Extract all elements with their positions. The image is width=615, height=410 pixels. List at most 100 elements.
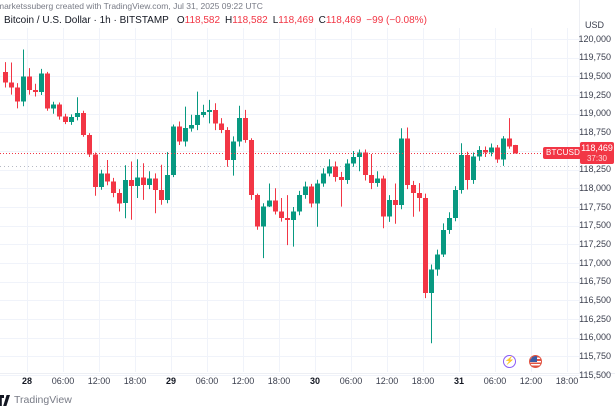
candle-up bbox=[315, 179, 320, 227]
candle-body bbox=[441, 229, 446, 255]
candle-body bbox=[93, 154, 98, 187]
candle-body bbox=[111, 181, 116, 193]
candle-body bbox=[117, 192, 122, 204]
candle-body bbox=[333, 166, 338, 177]
candle-body bbox=[465, 155, 470, 181]
candle-up bbox=[189, 114, 194, 132]
candle-body bbox=[129, 180, 134, 187]
candle-body bbox=[297, 195, 302, 212]
price-tick-label: 117,750 bbox=[579, 201, 611, 212]
candle-body bbox=[387, 199, 392, 217]
price-tick-label: 120,000 bbox=[578, 33, 611, 44]
candle-body bbox=[249, 140, 254, 196]
candle-body bbox=[489, 147, 494, 153]
candle-body bbox=[417, 193, 422, 199]
candle-up bbox=[21, 49, 26, 107]
candle-body bbox=[231, 141, 236, 160]
candle-body bbox=[513, 144, 518, 154]
us-flag-canton bbox=[530, 356, 537, 362]
open-value: 118,582 bbox=[184, 15, 221, 26]
chart-legend: Bitcoin / U.S. Dollar · 1h · BITSTAMP O11… bbox=[4, 15, 427, 26]
candle-down bbox=[495, 145, 500, 163]
candle-up bbox=[351, 151, 356, 167]
candle-up bbox=[327, 159, 332, 177]
candle-body bbox=[435, 254, 440, 270]
candle-up bbox=[123, 165, 128, 219]
price-tick-label: 115,500 bbox=[579, 369, 611, 380]
price-tick-label: 117,250 bbox=[579, 238, 611, 249]
candle-body bbox=[15, 87, 20, 102]
candle-down bbox=[369, 154, 374, 190]
candle-up bbox=[303, 181, 308, 199]
candle-down bbox=[81, 110, 86, 137]
candle-down bbox=[279, 198, 284, 222]
candle-body bbox=[291, 211, 296, 221]
candle-up bbox=[459, 143, 464, 194]
crypto-event-icon[interactable]: ⚡ bbox=[503, 355, 516, 368]
candle-up bbox=[267, 183, 272, 207]
candle-down bbox=[507, 118, 512, 149]
candle-body bbox=[357, 152, 362, 157]
candle-up bbox=[237, 105, 242, 147]
tradingview-logo[interactable]: TradingView bbox=[0, 394, 72, 406]
candle-up bbox=[321, 168, 326, 187]
candle-body bbox=[177, 126, 182, 142]
candle-body bbox=[159, 189, 164, 200]
candle-up bbox=[399, 128, 404, 210]
time-axis[interactable]: 28 06:00 12:00 18:00 29 06:00 12:00 18:00 30 06:0… bbox=[0, 376, 615, 390]
candle-down bbox=[333, 161, 338, 182]
candle-down bbox=[243, 109, 248, 143]
candle-up bbox=[477, 146, 482, 161]
candle-body bbox=[345, 163, 350, 181]
time-tick-label: 06:00 bbox=[339, 376, 363, 386]
symbol-title[interactable]: Bitcoin / U.S. Dollar · 1h · BITSTAMP bbox=[4, 15, 169, 26]
candle-down bbox=[363, 149, 368, 181]
price-tick-label: 119,750 bbox=[579, 52, 611, 63]
price-axis-separator bbox=[579, 0, 580, 373]
candle-down bbox=[309, 183, 314, 208]
candle-body bbox=[3, 71, 8, 83]
candle-down bbox=[3, 62, 8, 88]
candle-up bbox=[447, 212, 452, 234]
symbol-price-badge: BTCUSD bbox=[543, 147, 584, 159]
candle-down bbox=[285, 195, 290, 246]
low-label: L bbox=[272, 15, 279, 26]
tradingview-logo-text: TradingView bbox=[14, 394, 72, 406]
candle-up bbox=[195, 91, 200, 131]
candle-up bbox=[75, 97, 80, 121]
candle-body bbox=[69, 117, 74, 122]
candle-body bbox=[267, 200, 272, 207]
candle-body bbox=[321, 173, 326, 184]
candle-body bbox=[369, 174, 374, 184]
candle-body bbox=[405, 138, 410, 185]
candle-body bbox=[9, 82, 14, 88]
candle-up bbox=[183, 106, 188, 147]
candle-down bbox=[225, 127, 230, 167]
change-value: −99 (−0.08%) bbox=[366, 15, 427, 26]
time-tick-label: 18:00 bbox=[267, 376, 291, 386]
time-tick-label: 18:00 bbox=[411, 376, 435, 386]
candle-body bbox=[213, 109, 218, 124]
tradingview-mark-icon bbox=[0, 394, 10, 406]
candle-body bbox=[147, 178, 152, 185]
candle-body bbox=[75, 112, 80, 117]
last-price-label: 118,469 37:30 bbox=[580, 142, 614, 164]
candle-down bbox=[465, 151, 470, 190]
economic-event-icon[interactable] bbox=[529, 355, 542, 368]
time-tick-label: 28 bbox=[21, 376, 33, 386]
candle-body bbox=[141, 177, 146, 185]
candle-body bbox=[51, 104, 56, 109]
candle-up bbox=[453, 186, 458, 222]
candle-body bbox=[39, 73, 44, 92]
candle-down bbox=[33, 83, 38, 97]
candle-body bbox=[495, 147, 500, 160]
candle-down bbox=[423, 193, 428, 299]
candle-body bbox=[447, 218, 452, 230]
candle-body bbox=[507, 138, 512, 147]
price-axis[interactable]: USD 120,000 119,750 119,500 119,250 119,000 1… bbox=[578, 0, 615, 379]
candle-body bbox=[171, 126, 176, 175]
candle-up bbox=[147, 171, 152, 190]
candle-up bbox=[165, 152, 170, 204]
candle-down bbox=[411, 180, 416, 217]
